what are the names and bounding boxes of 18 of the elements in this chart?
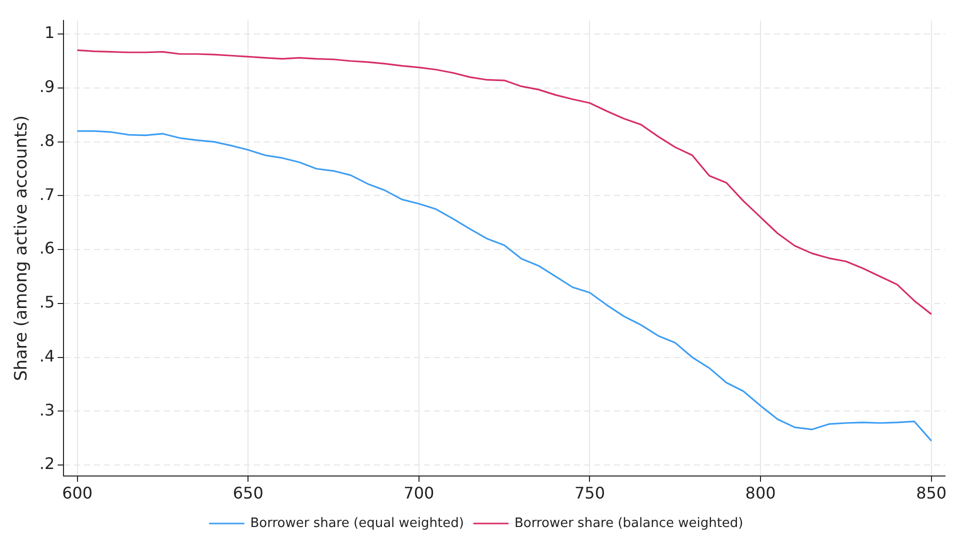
x-tick-label: 650 [232,484,264,503]
legend-label: Borrower share (equal weighted) [250,516,464,531]
x-tick-label: 750 [574,484,606,503]
y-tick-label: .2 [39,454,55,474]
y-tick-label: .7 [39,184,55,204]
y-axis-title: Share (among active accounts) [12,115,32,382]
y-tick-label: 1 [44,23,55,42]
legend-label: Borrower share (balance weighted) [514,516,744,531]
y-tick-label: .9 [39,77,55,96]
x-tick-label: 800 [745,484,776,503]
x-tick-label: 600 [62,484,93,503]
y-tick-label: .4 [39,346,55,366]
y-tick-label: .3 [39,400,55,420]
y-tick-label: .8 [39,130,55,150]
y-tick-label: .6 [39,238,55,258]
y-tick-label: .5 [39,292,55,312]
x-tick-label: 850 [916,484,947,503]
x-tick-label: 700 [404,484,434,503]
